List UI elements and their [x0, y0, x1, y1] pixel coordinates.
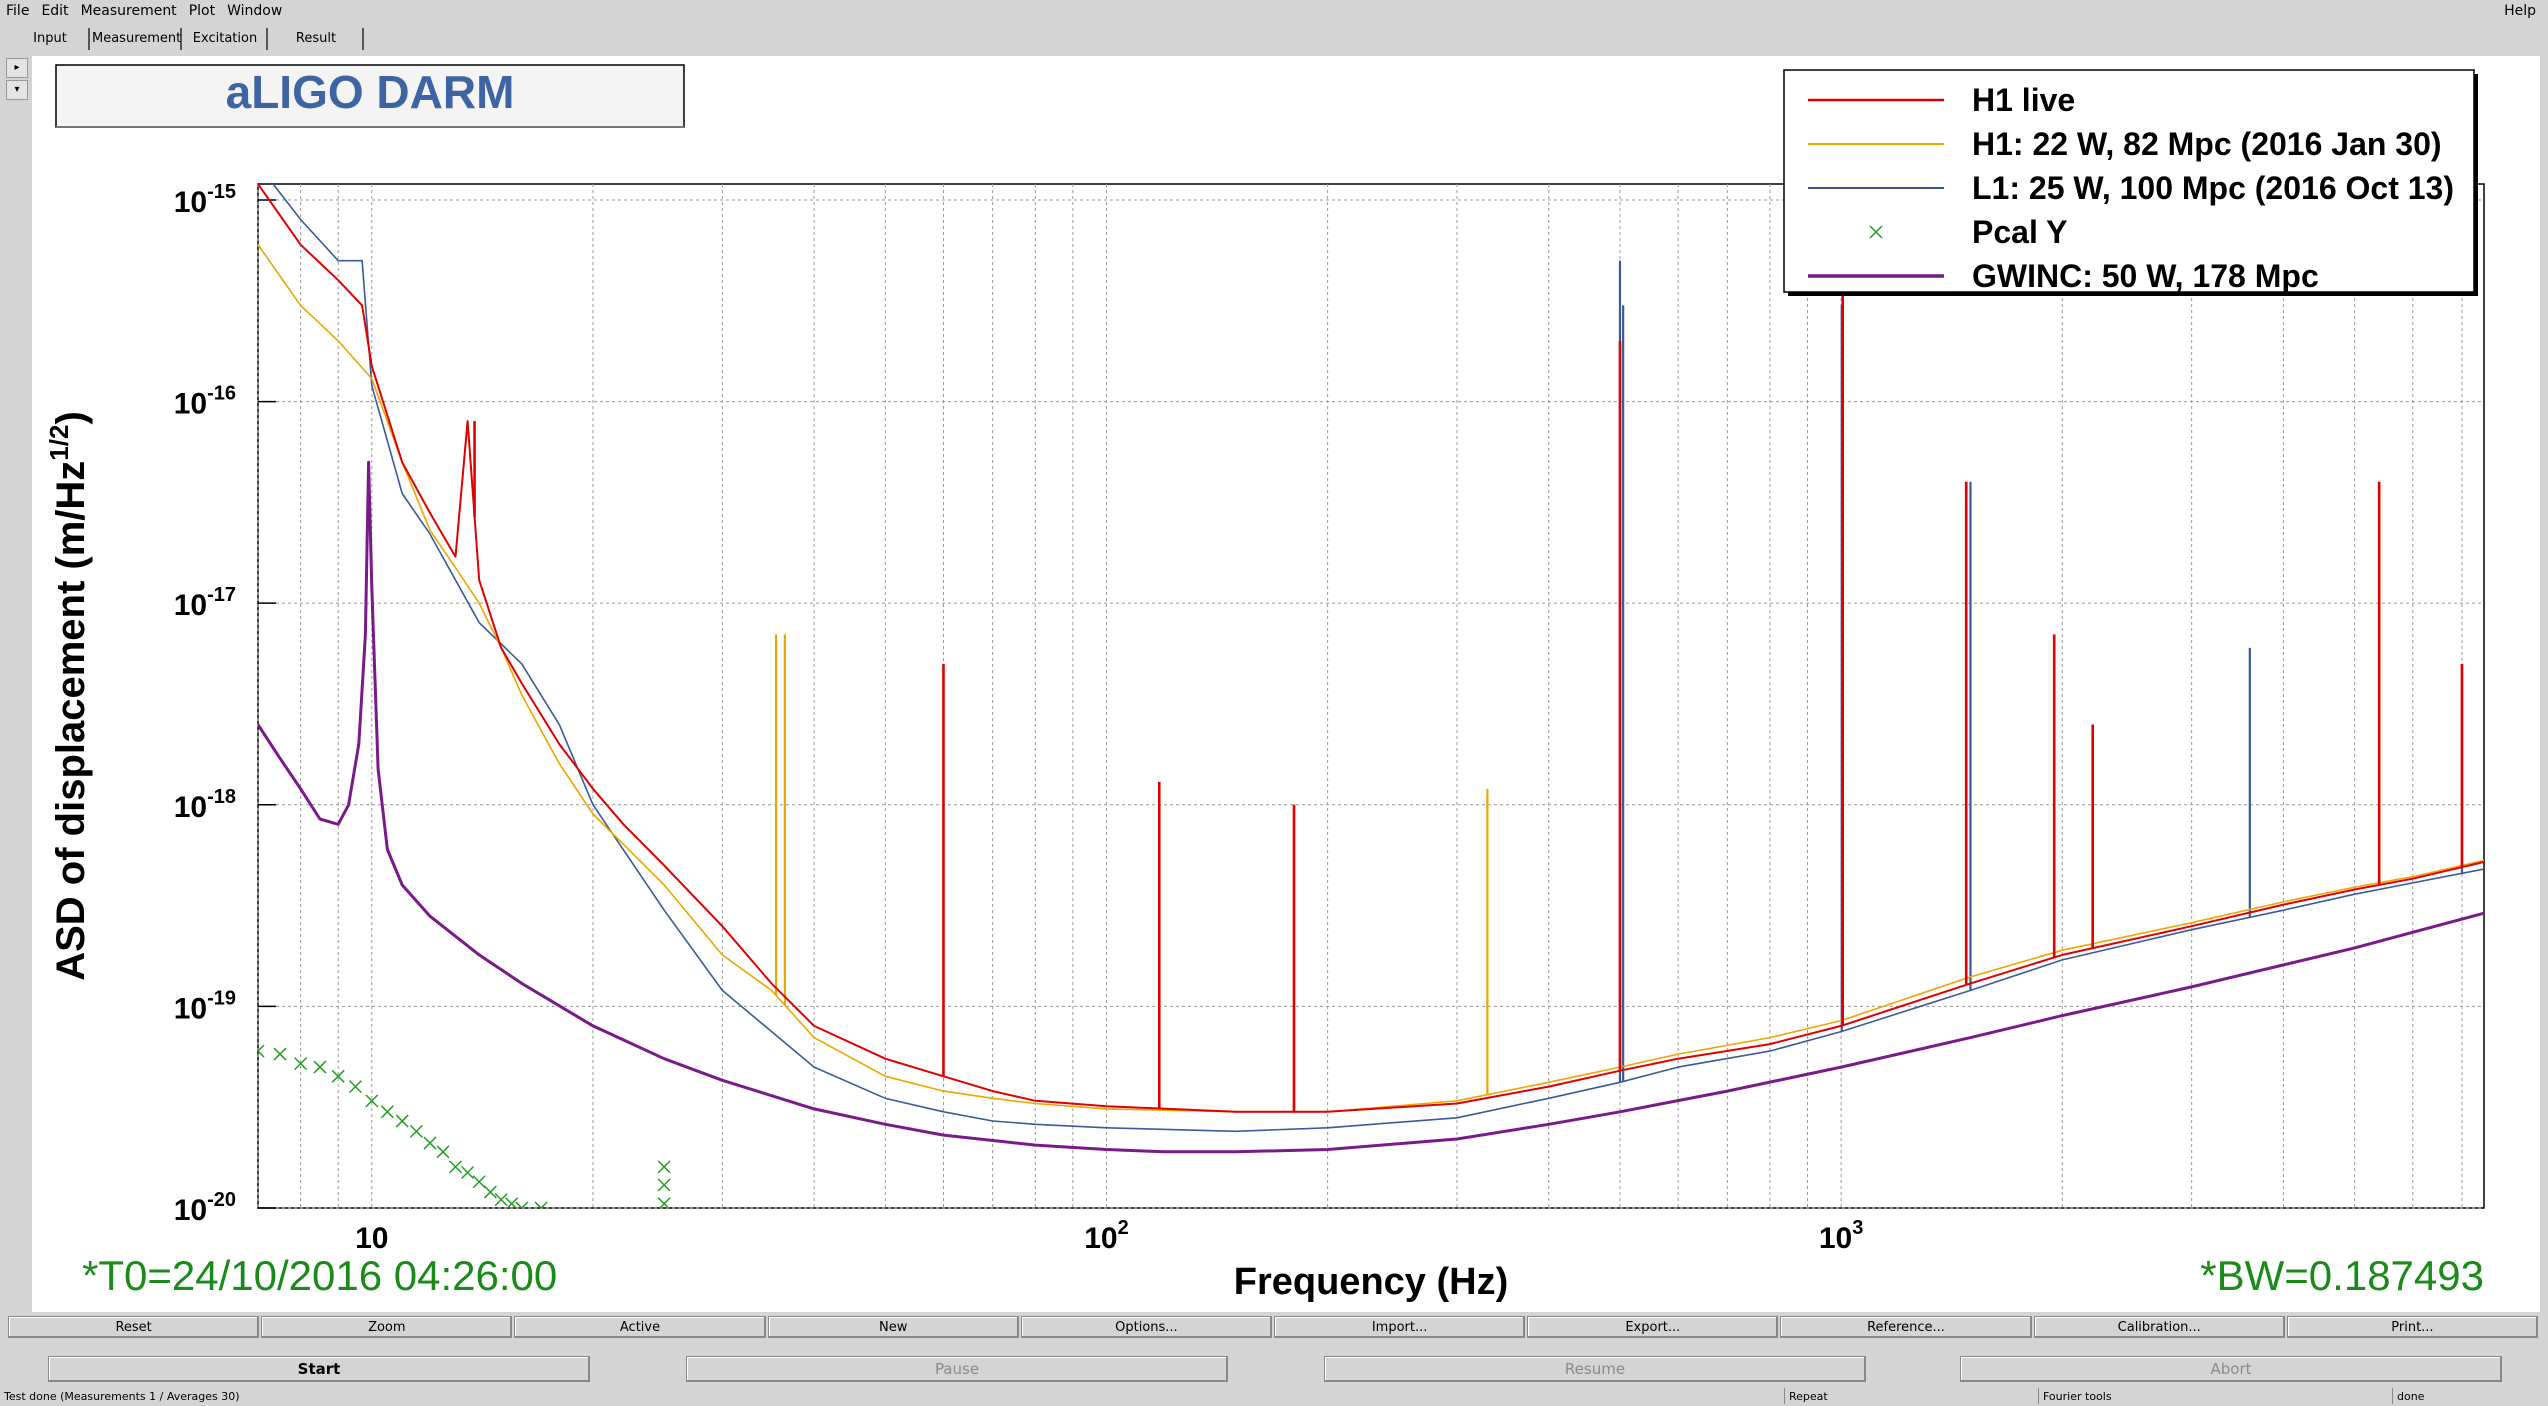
panel-title: aLIGO DARM [226, 66, 515, 118]
pcal-marker [273, 1047, 287, 1061]
tab-result[interactable]: Result [270, 28, 364, 50]
series-line [272, 184, 2484, 1133]
x-tick-label: 102 [1084, 1217, 1129, 1255]
menu-bar: File Edit Measurement Plot Window Help [0, 0, 2548, 22]
tab-bar: Input Measurement Excitation Result [0, 24, 2548, 54]
export-button[interactable]: Export... [1527, 1316, 1779, 1338]
pcal-marker [331, 1069, 345, 1083]
pcal-marker [494, 1193, 508, 1207]
asd-plot: 10-15 10-16 10-17 10-18 10-19 10-20 10 102 103 Fr… [44, 64, 2485, 1303]
pcal-marker [448, 1160, 463, 1174]
menu-window[interactable]: Window [227, 3, 283, 19]
pcal-marker [365, 1094, 379, 1108]
pcal-marker [461, 1165, 475, 1180]
series-line [258, 184, 2484, 1113]
pcal-marker [294, 1057, 308, 1071]
pcal-marker [258, 1044, 265, 1058]
legend-label: GWINC: 50 W, 178 Mpc [1972, 258, 2319, 294]
resume-button[interactable]: Resume [1324, 1356, 1866, 1382]
legend-box [1783, 69, 2475, 293]
series-line [258, 244, 2484, 1113]
menu-measurement[interactable]: Measurement [80, 3, 177, 19]
series-group [258, 184, 2484, 1208]
print-button[interactable]: Print... [2286, 1316, 2539, 1338]
title-box [55, 64, 685, 128]
y-tick-label: 10-17 [174, 584, 236, 622]
start-button[interactable]: Start [48, 1356, 590, 1382]
legend-label: Pcal Y [1972, 214, 2067, 250]
new-button[interactable]: New [767, 1316, 1019, 1338]
status-done: done [2392, 1388, 2424, 1404]
t0-label: *T0=24/10/2016 04:26:00 [82, 1252, 557, 1299]
pcal-marker [313, 1060, 327, 1074]
pcal-marker [515, 1201, 529, 1208]
status-repeat: Repeat [1784, 1388, 1828, 1404]
y-tick-label: 10-18 [174, 786, 236, 824]
y-tick-label: 10-20 [174, 1189, 236, 1227]
series-line [258, 460, 2484, 1154]
collapse-arrow-icon[interactable]: ▾ [6, 80, 28, 100]
expand-arrow-icon[interactable]: ▸ [6, 58, 28, 78]
pcal-marker [423, 1136, 437, 1150]
pcal-marker [534, 1201, 548, 1208]
bw-label: *BW=0.187493 [2200, 1252, 2484, 1299]
calibration-button[interactable]: Calibration... [2033, 1316, 2285, 1338]
reset-button[interactable]: Reset [8, 1316, 260, 1338]
pause-button[interactable]: Pause [686, 1356, 1228, 1382]
status-bar: Test done (Measurements 1 / Averages 30)… [0, 1388, 2548, 1406]
legend-label: H1: 22 W, 82 Mpc (2016 Jan 30) [1972, 126, 2442, 162]
side-arrows: ▸ ▾ [6, 58, 28, 102]
tab-measurement[interactable]: Measurement [92, 28, 182, 50]
pcal-marker [483, 1185, 497, 1199]
control-row: Start Pause Resume Abort [48, 1356, 2502, 1382]
pcal-marker [472, 1175, 486, 1189]
x-axis-label: Frequency (Hz) [1234, 1261, 1508, 1303]
y-axis-label: ASD of displacement (m/Hz1/2) [44, 411, 93, 981]
legend-marker-pcal [1869, 225, 1883, 239]
pcal-marker [505, 1197, 519, 1208]
x-tick-label: 103 [1819, 1217, 1864, 1255]
pcal-marker [348, 1080, 362, 1094]
menu-help[interactable]: Help [2504, 3, 2536, 19]
pcal-marker [657, 1178, 671, 1192]
import-button[interactable]: Import... [1274, 1316, 1526, 1338]
legend-label: H1 live [1972, 82, 2075, 118]
tab-excitation[interactable]: Excitation [184, 28, 268, 50]
pcal-marker [657, 1197, 671, 1208]
legend-label: L1: 25 W, 100 Mpc (2016 Oct 13) [1972, 170, 2454, 206]
status-fourier: Fourier tools [2038, 1388, 2112, 1404]
zoom-button[interactable]: Zoom [261, 1316, 513, 1338]
pcal-marker [380, 1105, 394, 1119]
plot-frame [257, 183, 2485, 1209]
reference-button[interactable]: Reference... [1780, 1316, 2032, 1338]
y-tick-label: 10-16 [174, 383, 236, 421]
tab-input[interactable]: Input [12, 28, 90, 50]
x-tick-label: 10 [355, 1222, 388, 1255]
pcal-marker [436, 1145, 450, 1159]
grid [257, 184, 2484, 1209]
options-button[interactable]: Options... [1020, 1316, 1273, 1338]
series-pcal-y [258, 1044, 671, 1208]
pcal-marker [657, 1160, 671, 1174]
y-tick-label: 10-19 [174, 987, 236, 1025]
abort-button[interactable]: Abort [1960, 1356, 2502, 1382]
status-message: Test done (Measurements 1 / Averages 30) [4, 1390, 240, 1403]
active-button[interactable]: Active [514, 1316, 766, 1338]
y-tick-label: 10-15 [174, 181, 236, 219]
pcal-marker [409, 1124, 423, 1138]
menu-plot[interactable]: Plot [188, 3, 216, 19]
menu-edit[interactable]: Edit [41, 3, 69, 19]
plot-canvas[interactable]: 10-15 10-16 10-17 10-18 10-19 10-20 10 102 103 Fr… [32, 56, 2540, 1312]
pcal-marker [395, 1114, 409, 1128]
plot-button-row: Reset Zoom Active New Options... Import.… [8, 1316, 2540, 1338]
menu-file[interactable]: File [6, 3, 30, 19]
